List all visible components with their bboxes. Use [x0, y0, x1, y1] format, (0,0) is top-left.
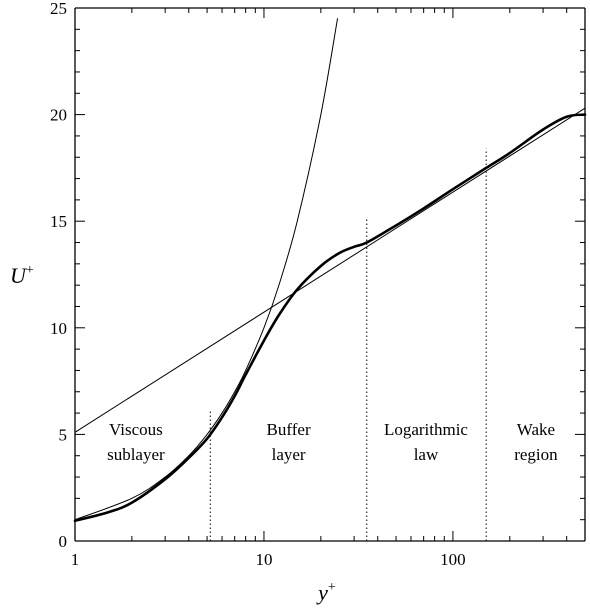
ticks: 1 10 100 0 5 10 15 20 25: [50, 0, 586, 569]
series: [73, 18, 587, 523]
region-label-2-line-1: Buffer: [267, 420, 311, 439]
x-axis-title: y+: [316, 580, 336, 605]
region-dividers: [209, 148, 487, 541]
series-line-3: [74, 107, 586, 433]
x-tick-label: 100: [440, 550, 466, 569]
y-axis-title: U+: [10, 263, 34, 288]
series-line-1: [73, 113, 587, 523]
y-tick-label: 15: [50, 212, 67, 231]
x-tick-label: 10: [255, 550, 272, 569]
region-label-4-line-2: region: [514, 445, 558, 464]
region-label-1-line-1: Viscous: [109, 420, 163, 439]
region-label-3-line-1: Logarithmic: [384, 420, 468, 439]
region-labels: Viscous sublayer Buffer layer Logarithmic law…: [107, 420, 558, 464]
region-label-4-line-1: Wake: [517, 420, 555, 439]
region-label-3-line-2: law: [414, 445, 439, 464]
region-label-2-line-2: layer: [272, 445, 306, 464]
y-tick-label: 10: [50, 319, 67, 338]
y-tick-label: 25: [50, 0, 67, 18]
region-label-1-line-2: sublayer: [107, 445, 165, 464]
series-line-2: [74, 18, 338, 521]
y-tick-label: 20: [50, 106, 67, 125]
plot-frame: [74, 7, 586, 542]
x-tick-label: 1: [71, 550, 80, 569]
y-tick-label: 5: [59, 425, 68, 444]
y-tick-label: 0: [59, 532, 68, 551]
